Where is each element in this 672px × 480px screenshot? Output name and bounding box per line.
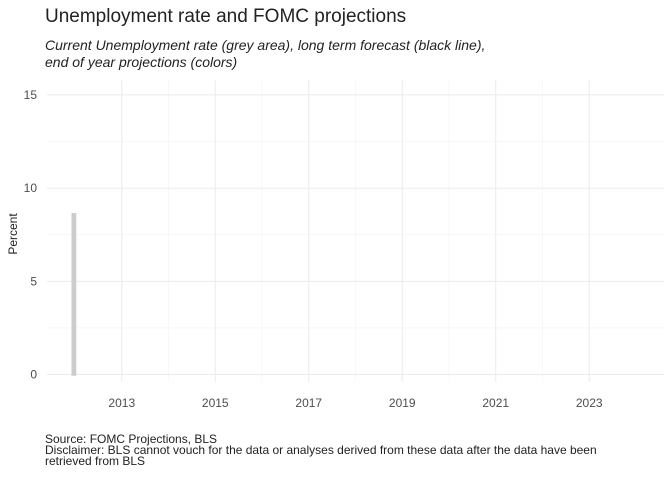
x-tick-label: 2017: [295, 396, 322, 410]
chart-title: Unemployment rate and FOMC projections: [45, 6, 407, 27]
caption-source: Source: FOMC Projections, BLS: [45, 432, 218, 446]
y-axis: 0 5 10 15: [24, 88, 38, 382]
y-tick-label: 10: [24, 181, 38, 195]
grid: [47, 80, 664, 382]
x-tick-label: 2021: [482, 396, 509, 410]
y-tick-label: 5: [30, 274, 37, 288]
x-tick-label: 2023: [576, 396, 603, 410]
caption-disclaimer-2: retrieved from BLS: [45, 454, 146, 468]
y-axis-title: Percent: [6, 213, 20, 255]
chart-caption: Source: FOMC Projections, BLS Disclaimer…: [45, 432, 645, 468]
series-layer: [71, 212, 77, 376]
subtitle-line-2: end of year projections (colors): [45, 54, 238, 70]
x-tick-label: 2019: [389, 396, 416, 410]
y-tick-label: 0: [30, 368, 37, 382]
x-tick-label: 2015: [202, 396, 229, 410]
unemployment-area: [71, 212, 77, 376]
caption-disclaimer-1: Disclaimer: BLS cannot vouch for the dat…: [45, 443, 597, 457]
chart-subtitle: Current Unemployment rate (grey area), l…: [45, 37, 485, 71]
y-tick-label: 15: [24, 88, 38, 102]
x-axis: 2013 2015 2017 2019 2021 2023: [108, 396, 602, 410]
subtitle-line-1: Current Unemployment rate (grey area), l…: [45, 37, 486, 53]
x-tick-label: 2013: [108, 396, 135, 410]
